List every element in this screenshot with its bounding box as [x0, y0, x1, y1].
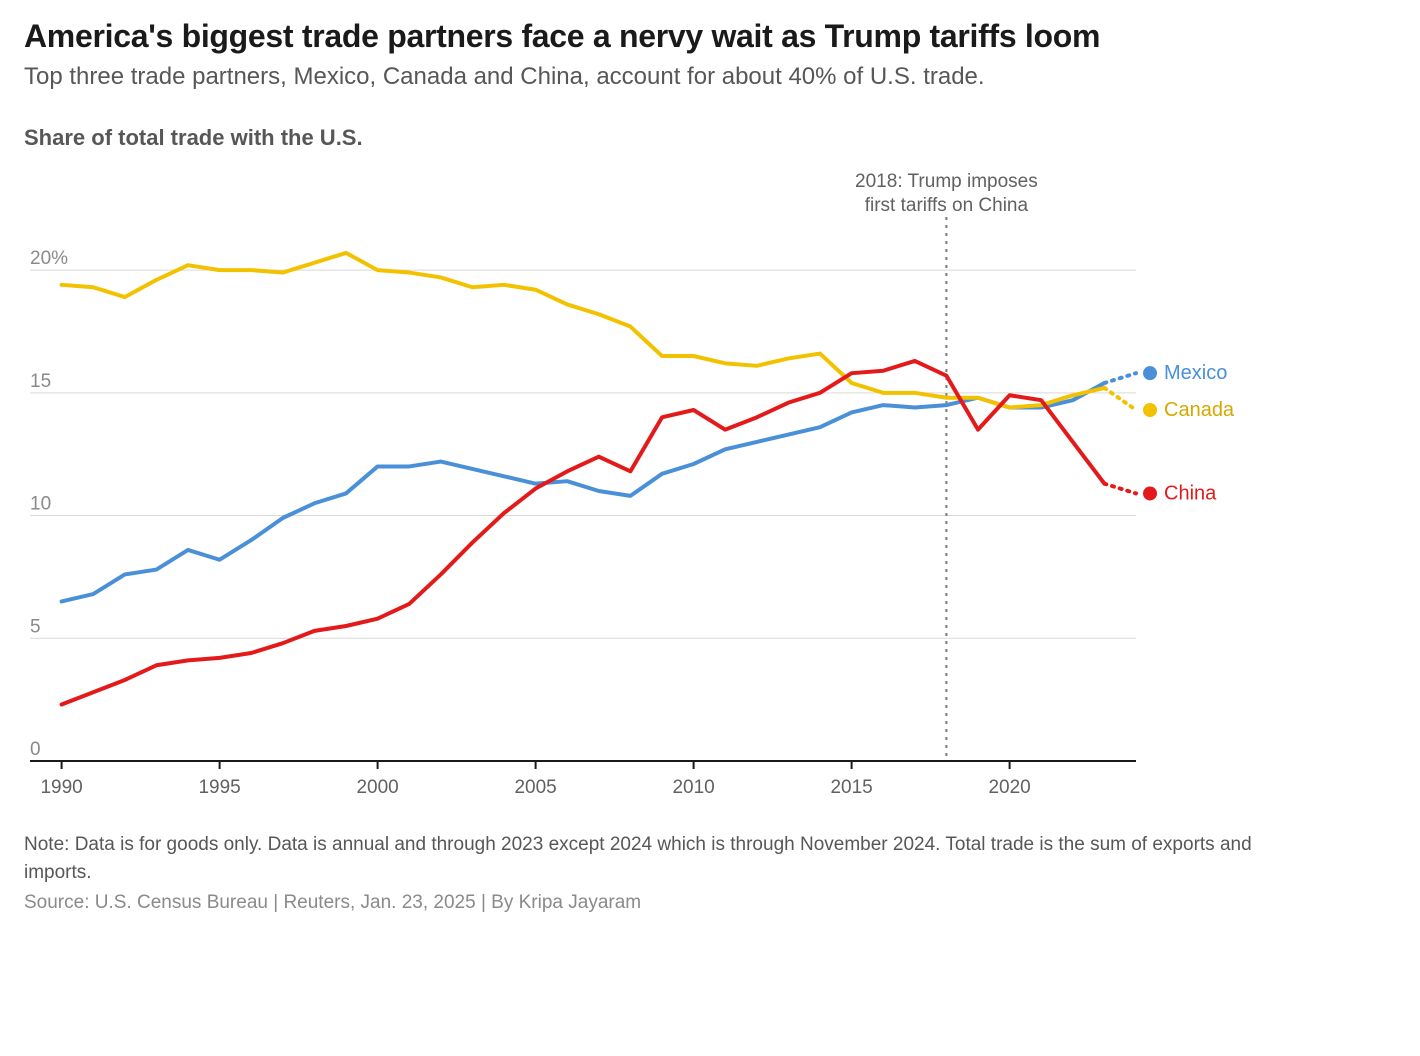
- x-tick-label: 1990: [40, 777, 82, 798]
- series-canada: [62, 253, 1105, 408]
- source-line: Source: U.S. Census Bureau | Reuters, Ja…: [24, 892, 1256, 914]
- series-china: [62, 361, 1105, 705]
- x-tick-label: 2000: [356, 777, 398, 798]
- series-canada-dash: [1104, 388, 1136, 410]
- annotation-text: 2018: Trump imposes: [855, 171, 1038, 192]
- x-tick-label: 1995: [198, 777, 240, 798]
- x-tick-label: 2010: [672, 777, 714, 798]
- y-tick-label: 20%: [30, 248, 68, 269]
- series-label-china: China: [1164, 482, 1217, 504]
- series-marker-mexico: [1143, 366, 1157, 380]
- x-tick-label: 2005: [514, 777, 556, 798]
- y-tick-label: 15: [30, 371, 51, 392]
- line-chart: 0 5 10 15 20% 1990 1995 2000 2005 2010 2015 2020 201…: [24, 161, 1256, 811]
- series-china-dash: [1104, 484, 1136, 494]
- series-label-canada: Canada: [1164, 399, 1235, 421]
- annotation-text: first tariffs on China: [865, 195, 1029, 216]
- headline: America's biggest trade partners face a …: [24, 18, 1256, 55]
- series-label-mexico: Mexico: [1164, 362, 1227, 384]
- series-marker-canada: [1143, 403, 1157, 417]
- y-tick-label: 0: [30, 739, 41, 760]
- series-marker-china: [1143, 486, 1157, 500]
- x-tick-label: 2020: [988, 777, 1030, 798]
- series-mexico-dash: [1104, 373, 1136, 383]
- series-mexico: [62, 383, 1105, 601]
- y-tick-label: 5: [30, 616, 41, 637]
- footnote: Note: Data is for goods only. Data is an…: [24, 831, 1256, 886]
- y-tick-label: 10: [30, 494, 51, 515]
- x-tick-label: 2015: [830, 777, 872, 798]
- subhead: Top three trade partners, Mexico, Canada…: [24, 63, 1256, 91]
- chart-title: Share of total trade with the U.S.: [24, 125, 1256, 151]
- chart-container: America's biggest trade partners face a …: [0, 0, 1280, 938]
